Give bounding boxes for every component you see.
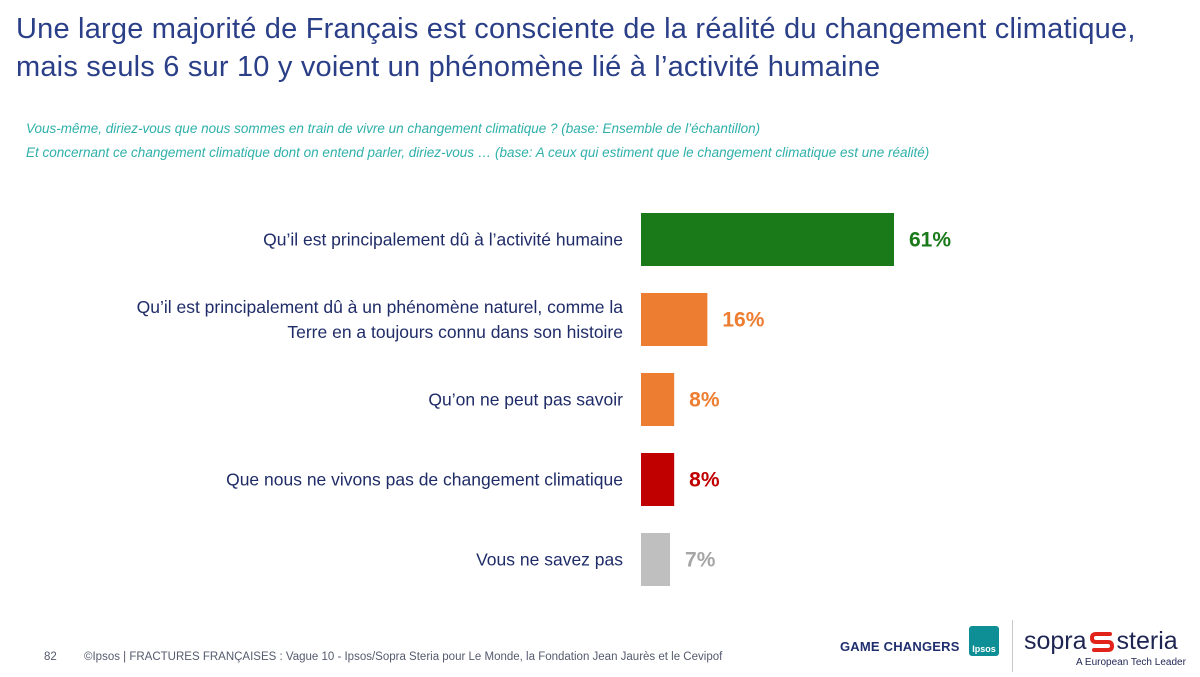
bar-1	[641, 213, 894, 266]
sopra-steria-s-icon	[1089, 632, 1114, 653]
bar-5	[641, 533, 671, 586]
sopra-steria-logo: sopra steria	[1024, 628, 1178, 654]
page-number: 82	[44, 651, 57, 663]
value-label-1: 61%	[909, 229, 951, 252]
logo-divider	[1012, 620, 1013, 672]
bar-3	[641, 373, 675, 426]
source-note: ©Ipsos | FRACTURES FRANÇAISES : Vague 10…	[84, 651, 723, 663]
bar-4	[641, 453, 675, 506]
value-label-4: 8%	[689, 469, 720, 492]
category-label-2-line-1: Qu’il est principalement dû à un phénomè…	[137, 297, 624, 317]
value-label-5: 7%	[685, 549, 716, 572]
value-label-2: 16%	[722, 309, 764, 332]
category-label-1: Qu’il est principalement dû à l’activité…	[263, 230, 623, 250]
sopra-wordmark: sopra	[1024, 627, 1087, 655]
question-2: Et concernant ce changement climatique d…	[26, 145, 930, 160]
page-title: Une large majorité de Français est consc…	[16, 13, 1136, 83]
bar-chart: Qu’il est principalement dû à l’activité…	[137, 213, 951, 586]
bar-2	[641, 293, 708, 346]
value-label-3: 8%	[689, 389, 720, 412]
steria-wordmark: steria	[1116, 627, 1178, 655]
category-label-4: Que nous ne vivons pas de changement cli…	[226, 470, 623, 490]
category-label-2-line-2: Terre en a toujours connu dans son histo…	[287, 322, 623, 342]
category-label-3: Qu’on ne peut pas savoir	[428, 390, 623, 410]
question-1: Vous-même, diriez-vous que nous sommes e…	[26, 121, 761, 136]
ipsos-logo: Ipsos	[969, 626, 999, 656]
category-label-5: Vous ne savez pas	[476, 550, 623, 570]
game-changers-logo: GAME CHANGERS	[840, 639, 960, 654]
sopra-tagline: A European Tech Leader	[1076, 657, 1186, 668]
